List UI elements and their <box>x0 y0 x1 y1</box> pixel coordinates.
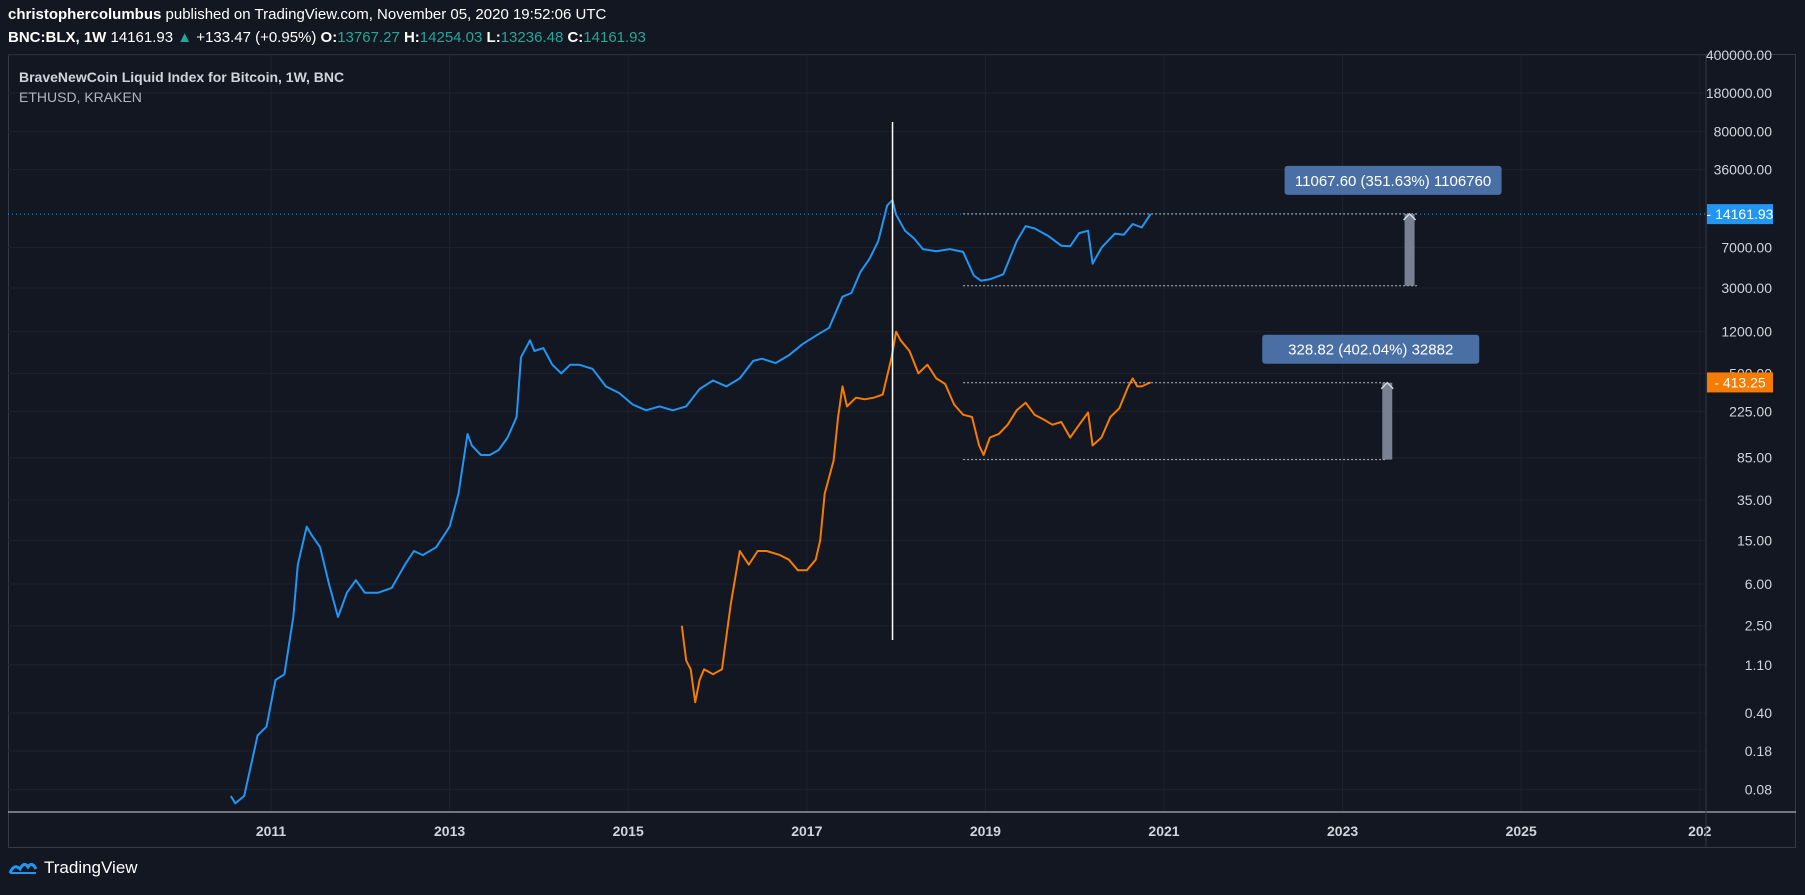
open-value: 13767.27 <box>337 29 400 46</box>
time-tick-label: 2025 <box>1506 823 1537 839</box>
time-tick-label: 2013 <box>434 823 465 839</box>
measure-label: 11067.60 (351.63%) 1106760 <box>1295 173 1491 190</box>
measure-label: 328.82 (402.04%) 32882 <box>1288 342 1453 359</box>
last-price-tag <box>1707 372 1773 393</box>
last-price-tag <box>1707 204 1773 225</box>
close-label: C: <box>567 29 584 46</box>
price-tick-label: 2.50 <box>1745 618 1772 634</box>
last-price-tag-label: - 413.25 <box>1714 374 1766 390</box>
low-label: L: <box>486 29 501 46</box>
price-tick-label: 6.00 <box>1745 576 1772 592</box>
price-tick-label: 1200.00 <box>1721 324 1772 340</box>
price-tick-label: 15.00 <box>1737 532 1772 548</box>
symbol-label[interactable]: BNC:BLX, 1W <box>8 29 107 46</box>
open-label: O: <box>320 29 338 46</box>
price-tick-label: 36000.00 <box>1714 162 1773 178</box>
time-tick-label: 2023 <box>1327 823 1358 839</box>
footer-brand[interactable]: TradingView <box>8 858 138 878</box>
time-tick-label: 202 <box>1688 823 1712 839</box>
measure-label-box[interactable] <box>1284 165 1502 195</box>
time-axis: 2011 2013 2015 2017 2019 2021 2023 2025 202 <box>256 823 1712 839</box>
price-tags: - 14161.93 - 413.25 <box>1707 204 1774 393</box>
brand-name: TradingView <box>44 858 138 877</box>
measure-label-box[interactable] <box>1262 334 1480 364</box>
time-tick-label: 2017 <box>791 823 822 839</box>
tradingview-logo-icon <box>8 862 38 874</box>
price-axis: 400000.00 180000.00 80000.00 36000.00 7000.0… <box>1706 47 1772 798</box>
measure-arrow-bar <box>1382 382 1393 460</box>
price-tick-label: 180000.00 <box>1706 85 1772 101</box>
legend-secondary[interactable]: ETHUSD, KRAKEN <box>19 89 142 105</box>
price-tick-label: 400000.00 <box>1706 47 1772 63</box>
price-tick-label: 7000.00 <box>1721 240 1772 256</box>
price-tick-label: 1.10 <box>1745 657 1772 673</box>
time-tick-label: 2011 <box>256 823 287 839</box>
btc-price-line[interactable] <box>229 199 1152 805</box>
publish-info: christophercolumbus published on Trading… <box>8 6 606 23</box>
eth-price-line[interactable] <box>680 330 1152 704</box>
price-tick-label: 35.00 <box>1737 492 1772 508</box>
time-tick-label: 2021 <box>1148 823 1179 839</box>
price-tick-label: 225.00 <box>1729 403 1772 419</box>
price-tick-label: 0.08 <box>1745 782 1772 798</box>
legend-main[interactable]: BraveNewCoin Liquid Index for Bitcoin, 1… <box>19 69 344 85</box>
high-label: H: <box>403 29 420 46</box>
time-tick-label: 2019 <box>970 823 1001 839</box>
last-price-tag-label: - 14161.93 <box>1707 206 1774 222</box>
measure-tools[interactable]: 11067.60 (351.63%) 1106760 328.82 (402.04… <box>963 165 1502 461</box>
author-name[interactable]: christophercolumbus <box>8 6 162 23</box>
measure-arrow-bar <box>1404 213 1415 286</box>
price-change: +133.47 (+0.95%) <box>196 29 317 46</box>
low-value: 13236.48 <box>500 29 564 46</box>
close-value: 14161.93 <box>583 29 646 46</box>
up-arrow-icon: ▲ <box>177 29 193 46</box>
series-group <box>8 199 1706 805</box>
ohlc-bar: BNC:BLX, 1W 14161.93 ▲ +133.47 (+0.95%) … <box>8 29 646 46</box>
measure-arrowhead-icon <box>1403 212 1417 221</box>
measure-arrowhead-icon <box>1380 381 1394 390</box>
price-tick-label: 85.00 <box>1737 450 1772 466</box>
price-tick-label: 80000.00 <box>1714 124 1773 140</box>
price-tick-label: 0.40 <box>1745 705 1772 721</box>
price-tick-label: 3000.00 <box>1721 280 1772 296</box>
time-tick-label: 2015 <box>613 823 644 839</box>
last-price: 14161.93 <box>110 29 174 46</box>
high-value: 14254.03 <box>419 29 483 46</box>
published-text: published on TradingView.com, November 0… <box>161 6 607 23</box>
price-tick-label: 0.18 <box>1745 743 1772 759</box>
